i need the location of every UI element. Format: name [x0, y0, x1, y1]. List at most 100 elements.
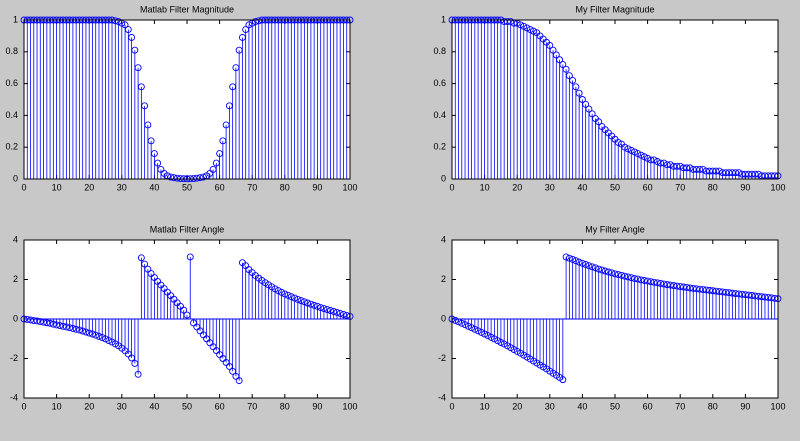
axes-frame — [23, 239, 351, 399]
stem-marker — [754, 170, 762, 178]
y-tick-label: -4 — [438, 392, 446, 402]
x-tick-label: 50 — [182, 401, 192, 411]
x-tick-label: 30 — [117, 182, 127, 192]
x-tick-label: 0 — [21, 401, 26, 411]
x-tick-label: 40 — [149, 401, 159, 411]
axes-background — [24, 20, 350, 179]
x-tick-label: 80 — [708, 182, 718, 192]
stem-marker — [546, 41, 554, 49]
stem-marker — [761, 293, 769, 301]
x-tick-label: 10 — [52, 401, 62, 411]
stem-marker — [640, 153, 648, 161]
x-tick-label: 20 — [84, 401, 94, 411]
x-tick-label: 0 — [449, 401, 454, 411]
stem-marker — [728, 289, 736, 297]
stem-marker — [758, 293, 766, 301]
stem-marker — [735, 169, 743, 177]
stem-marker — [663, 281, 671, 289]
stem-marker — [559, 61, 567, 68]
stem-marker — [686, 164, 694, 172]
stem-marker — [578, 259, 586, 267]
stem-marker — [569, 255, 577, 263]
x-tick-label: 70 — [675, 401, 685, 411]
x-tick-label: 80 — [280, 182, 290, 192]
stem-marker — [572, 83, 580, 91]
stem-marker — [274, 287, 282, 295]
stem-marker — [147, 137, 155, 145]
x-tick-label: 90 — [312, 182, 322, 192]
stem-marker — [530, 27, 537, 35]
stem-marker — [336, 310, 344, 317]
y-tick-label: 1 — [441, 14, 446, 24]
stem-marker — [660, 280, 668, 288]
stem-marker — [340, 311, 347, 318]
stem-marker — [170, 174, 178, 182]
x-tick-label: 100 — [770, 182, 785, 192]
stem-marker — [144, 121, 152, 129]
x-tick-label: 20 — [512, 401, 522, 411]
stem-marker — [326, 307, 334, 314]
y-tick-label: 0.8 — [5, 46, 18, 56]
stem-marker — [719, 288, 727, 296]
stem-marker — [670, 282, 678, 290]
stem-marker — [141, 260, 149, 268]
stem-marker — [549, 46, 557, 54]
y-tick-label: 0 — [13, 173, 18, 183]
stem-marker — [271, 285, 279, 293]
stem-marker — [154, 159, 162, 167]
stem-marker — [330, 308, 338, 315]
y-tick-label: 0.2 — [5, 142, 18, 152]
stem-marker — [722, 288, 730, 296]
y-tick-label: 4 — [441, 234, 446, 244]
stem-marker — [588, 263, 596, 271]
stem-marker — [666, 161, 674, 169]
y-tick-label: 0 — [441, 173, 446, 183]
stem-marker — [582, 100, 590, 108]
chart-title: My Filter Angle — [585, 224, 645, 234]
stem-marker — [575, 258, 583, 266]
stem-marker — [585, 262, 593, 270]
x-tick-label: 60 — [643, 182, 653, 192]
stem-marker — [702, 286, 710, 294]
x-tick-label: 100 — [342, 401, 357, 411]
stem-marker — [310, 301, 318, 309]
stem-marker — [748, 292, 756, 299]
stem-marker — [595, 118, 603, 126]
stem-marker — [601, 267, 609, 275]
stem-marker — [650, 278, 658, 286]
stem-marker — [715, 167, 723, 175]
axes-frame — [451, 19, 779, 180]
stem-marker — [297, 297, 305, 305]
stem-marker — [585, 105, 593, 113]
stem-marker — [631, 275, 639, 282]
stem-marker — [294, 295, 302, 303]
stem-marker — [666, 281, 674, 289]
stem-marker — [611, 270, 619, 278]
stem-marker — [653, 279, 661, 287]
y-tick-label: -4 — [10, 392, 18, 402]
stem-marker — [167, 173, 175, 181]
stem-marker — [653, 158, 661, 165]
x-tick-label: 100 — [342, 182, 357, 192]
x-tick-label: 30 — [545, 401, 555, 411]
y-tick-label: 0.6 — [433, 78, 446, 88]
stem-marker — [559, 376, 567, 384]
stem-marker — [647, 278, 655, 286]
y-tick-label: 0 — [441, 313, 446, 323]
y-tick-label: 0.2 — [433, 142, 446, 152]
y-tick-label: 4 — [13, 234, 18, 244]
stem-marker — [323, 306, 331, 313]
stem-marker — [768, 294, 775, 302]
x-tick-label: 30 — [545, 182, 555, 192]
stem-marker — [552, 51, 560, 59]
x-tick-label: 60 — [215, 401, 225, 411]
stem-marker — [124, 26, 132, 33]
y-tick-label: 0.4 — [5, 110, 18, 120]
stem-marker — [696, 285, 704, 293]
stem-marker — [735, 290, 743, 298]
axes-frame — [23, 19, 351, 180]
stem-marker — [689, 284, 697, 292]
stem-marker — [614, 271, 622, 279]
stem-marker — [676, 162, 684, 170]
